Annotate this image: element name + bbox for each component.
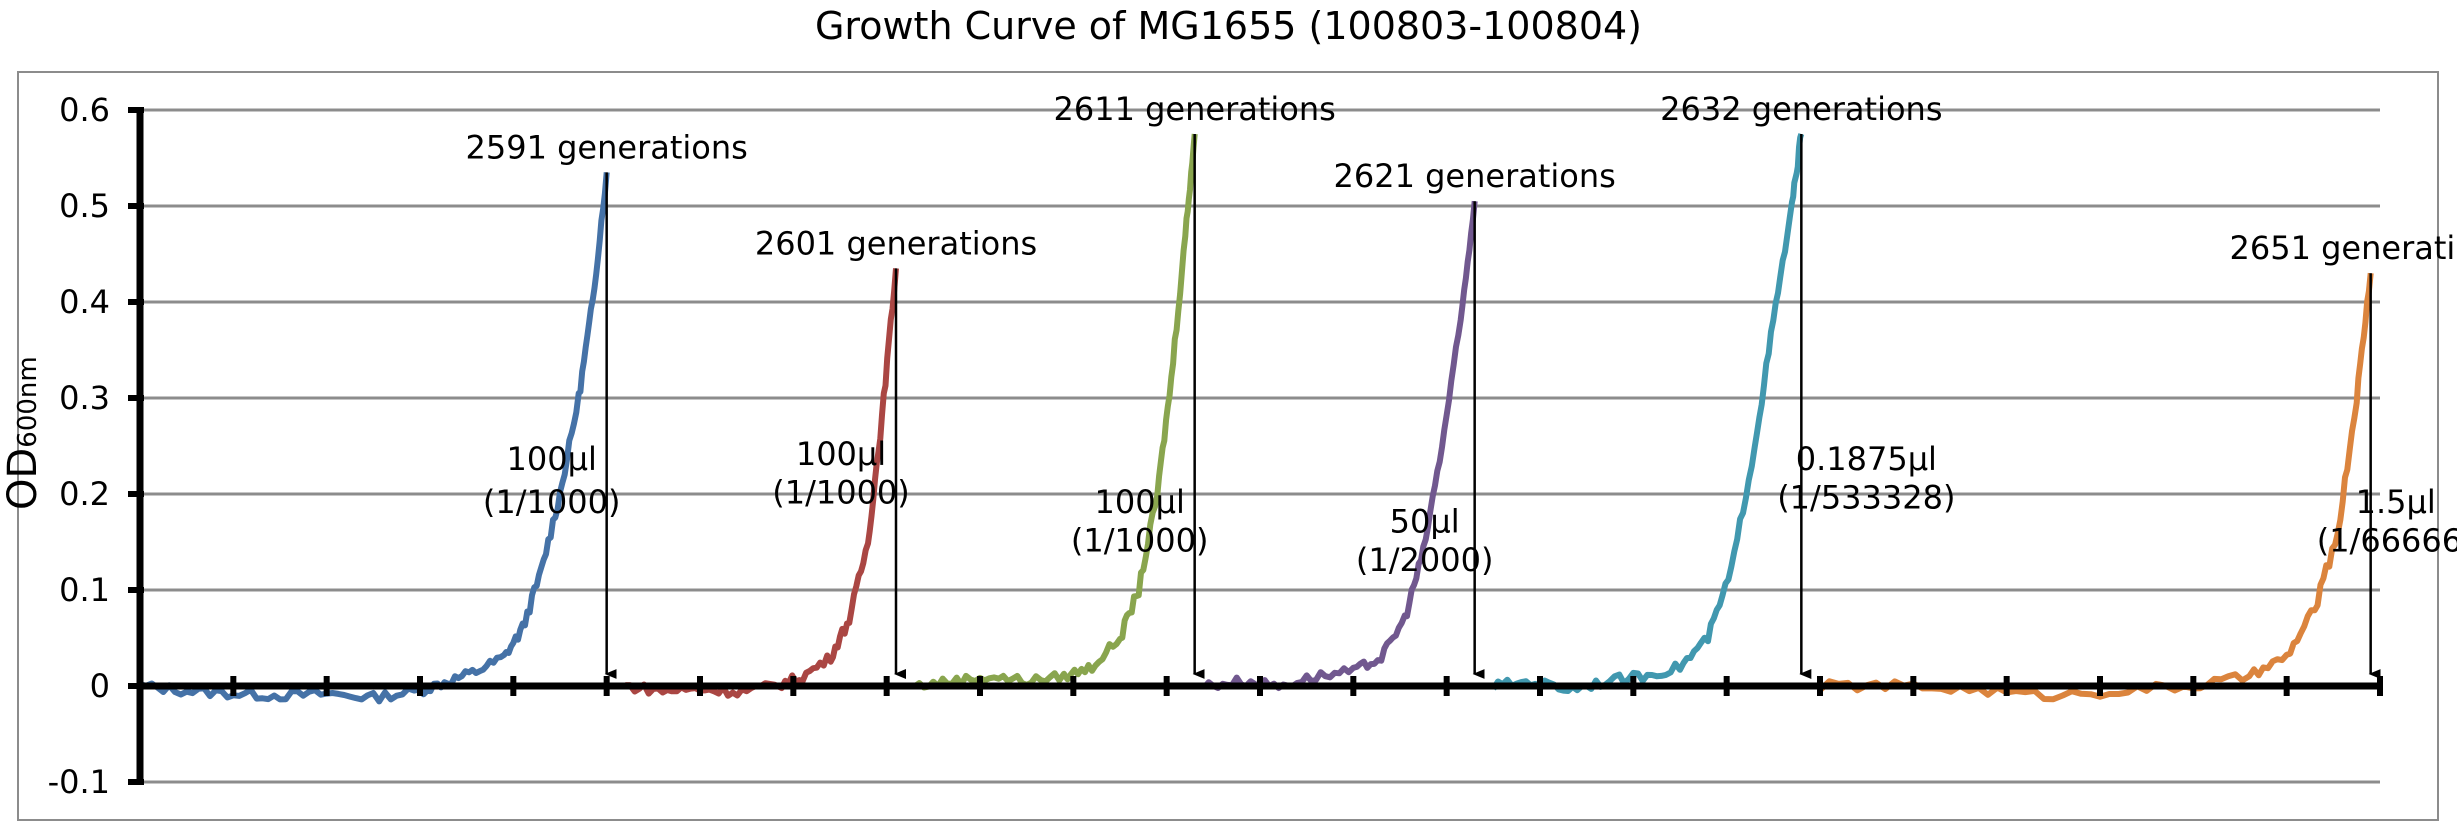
y-tick-label-6: 0 xyxy=(90,667,110,705)
volume-label-2: 100μl xyxy=(796,435,886,473)
generation-label-2: 2601 generations xyxy=(755,224,1037,262)
dilution-label-4: (1/2000) xyxy=(1356,541,1494,579)
grid-lines xyxy=(140,108,2380,784)
series-layer xyxy=(138,133,2374,705)
series-line-1 xyxy=(138,172,610,705)
generation-label-6: 2651 generations xyxy=(2230,229,2457,267)
axes: 0.6 0.5 0.4 0.3 0.2 0.1 0 -0.1 xyxy=(48,91,2383,801)
series-line-4 xyxy=(1201,200,1478,691)
series-line-5 xyxy=(1490,133,1805,694)
dilution-label-5: (1/533328) xyxy=(1777,478,1955,516)
y-tick-label-2: 0.4 xyxy=(59,283,110,321)
volume-label-1: 100μl xyxy=(507,440,597,478)
y-tick-label-3: 0.3 xyxy=(59,379,110,417)
generation-label-1: 2591 generations xyxy=(466,128,748,166)
generation-label-5: 2632 generations xyxy=(1660,90,1942,128)
dilution-label-2: (1/1000) xyxy=(772,474,910,512)
dilution-label-1: (1/1000) xyxy=(483,483,621,521)
volume-label-3: 100μl xyxy=(1095,483,1185,521)
volume-label-6: 1.5μl xyxy=(2356,483,2436,521)
plot-area-border xyxy=(17,71,2439,821)
y-tick-label-7: -0.1 xyxy=(48,763,110,801)
y-tick-label-1: 0.5 xyxy=(59,187,110,225)
dilution-label-3: (1/1000) xyxy=(1071,522,1209,560)
y-axis-label-main: OD xyxy=(0,448,46,510)
y-tick-label-4: 0.2 xyxy=(59,475,110,513)
series-line-3 xyxy=(912,133,1198,691)
generation-label-3: 2611 generations xyxy=(1054,90,1336,128)
volume-label-5: 0.1875μl xyxy=(1796,440,1937,478)
y-tick-label-5: 0.1 xyxy=(59,571,110,609)
dilution-label-6: (1/66666) xyxy=(2317,522,2457,560)
volume-label-4: 50μl xyxy=(1390,502,1460,540)
chart-title: Growth Curve of MG1655 (100803-100804) xyxy=(814,4,1643,48)
y-axis-label-sub: 600nm xyxy=(13,356,43,447)
y-axis-label: OD600nm xyxy=(0,356,46,510)
y-tick-label-0: 0.6 xyxy=(59,91,110,129)
generation-label-4: 2621 generations xyxy=(1334,157,1616,195)
